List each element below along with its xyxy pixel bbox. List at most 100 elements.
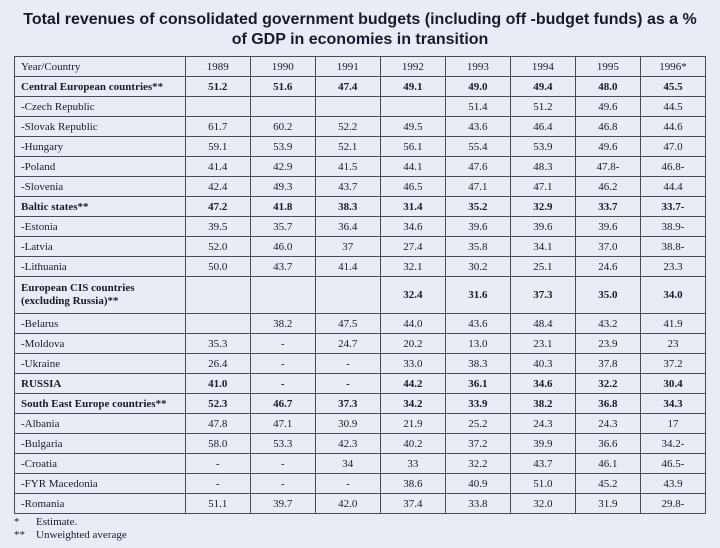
- cell: 53.3: [250, 434, 315, 454]
- cell: 53.9: [250, 137, 315, 157]
- cell: 30.4: [640, 374, 705, 394]
- cell: 47.4: [315, 77, 380, 97]
- cell: 17: [640, 414, 705, 434]
- cell: 45.2: [575, 474, 640, 494]
- footnote-text: Unweighted average: [36, 529, 127, 542]
- cell: 23.9: [575, 334, 640, 354]
- cell: 35.2: [445, 197, 510, 217]
- cell: 25.2: [445, 414, 510, 434]
- footnote-mark: *: [14, 516, 36, 529]
- cell: 49.0: [445, 77, 510, 97]
- cell: 56.1: [380, 137, 445, 157]
- cell: 31.9: [575, 494, 640, 514]
- cell: 35.0: [575, 277, 640, 314]
- cell: 39.6: [510, 217, 575, 237]
- cell: 39.6: [575, 217, 640, 237]
- cell: 43.6: [445, 314, 510, 334]
- cell: 47.0: [640, 137, 705, 157]
- cell: 38.3: [445, 354, 510, 374]
- col-header-year: 1989: [185, 57, 250, 77]
- table-row: -Bulgaria58.053.342.340.237.239.936.634.…: [15, 434, 706, 454]
- table-row: -Poland41.442.941.544.147.648.347.8-46.8…: [15, 157, 706, 177]
- cell: 33.7-: [640, 197, 705, 217]
- cell: 46.4: [510, 117, 575, 137]
- cell: 34: [315, 454, 380, 474]
- cell: 41.4: [185, 157, 250, 177]
- cell: 48.0: [575, 77, 640, 97]
- cell: 26.4: [185, 354, 250, 374]
- cell: -: [250, 354, 315, 374]
- cell: 46.8: [575, 117, 640, 137]
- cell: 60.2: [250, 117, 315, 137]
- cell: [250, 97, 315, 117]
- cell: 48.4: [510, 314, 575, 334]
- cell: 38.2: [250, 314, 315, 334]
- cell: 47.1: [510, 177, 575, 197]
- cell: 44.4: [640, 177, 705, 197]
- row-label: -Czech Republic: [15, 97, 186, 117]
- cell: 49.1: [380, 77, 445, 97]
- cell: 47.1: [445, 177, 510, 197]
- cell: 50.0: [185, 257, 250, 277]
- cell: 33.7: [575, 197, 640, 217]
- cell: 24.3: [510, 414, 575, 434]
- cell: 46.5-: [640, 454, 705, 474]
- cell: 42.9: [250, 157, 315, 177]
- cell: 43.9: [640, 474, 705, 494]
- cell: 37: [315, 237, 380, 257]
- cell: -: [250, 374, 315, 394]
- cell: 43.7: [315, 177, 380, 197]
- cell: 34.3: [640, 394, 705, 414]
- cell: 35.8: [445, 237, 510, 257]
- cell: [185, 314, 250, 334]
- footnote: **Unweighted average: [14, 529, 706, 542]
- cell: 43.7: [250, 257, 315, 277]
- cell: 49.5: [380, 117, 445, 137]
- row-label: -Slovenia: [15, 177, 186, 197]
- col-header-year: 1992: [380, 57, 445, 77]
- cell: 41.4: [315, 257, 380, 277]
- cell: 24.6: [575, 257, 640, 277]
- table-row: -Romania51.139.742.037.433.832.031.929.8…: [15, 494, 706, 514]
- cell: 47.1: [250, 414, 315, 434]
- cell: 37.3: [315, 394, 380, 414]
- cell: 41.9: [640, 314, 705, 334]
- cell: 42.3: [315, 434, 380, 454]
- cell: 33: [380, 454, 445, 474]
- cell: 43.6: [445, 117, 510, 137]
- cell: 27.4: [380, 237, 445, 257]
- row-label: Central European countries**: [15, 77, 186, 97]
- cell: 51.2: [185, 77, 250, 97]
- cell: 20.2: [380, 334, 445, 354]
- table-row: -Estonia39.535.736.434.639.639.639.638.9…: [15, 217, 706, 237]
- cell: 47.8-: [575, 157, 640, 177]
- cell: 38.8-: [640, 237, 705, 257]
- cell: 37.2: [445, 434, 510, 454]
- col-header-year: 1994: [510, 57, 575, 77]
- cell: 44.2: [380, 374, 445, 394]
- cell: 40.2: [380, 434, 445, 454]
- row-label: -FYR Macedonia: [15, 474, 186, 494]
- cell: 36.8: [575, 394, 640, 414]
- cell: 52.1: [315, 137, 380, 157]
- cell: -: [250, 334, 315, 354]
- cell: 47.8: [185, 414, 250, 434]
- col-header-year: 1990: [250, 57, 315, 77]
- table-row: -Slovak Republic61.760.252.249.543.646.4…: [15, 117, 706, 137]
- cell: 25.1: [510, 257, 575, 277]
- cell: 58.0: [185, 434, 250, 454]
- row-label: RUSSIA: [15, 374, 186, 394]
- cell: 32.1: [380, 257, 445, 277]
- col-header-year: 1993: [445, 57, 510, 77]
- cell: 51.6: [250, 77, 315, 97]
- row-label: South East Europe countries**: [15, 394, 186, 414]
- cell: 34.2-: [640, 434, 705, 454]
- cell: 34.1: [510, 237, 575, 257]
- cell: 51.0: [510, 474, 575, 494]
- row-label: -Poland: [15, 157, 186, 177]
- cell: 39.5: [185, 217, 250, 237]
- cell: 32.0: [510, 494, 575, 514]
- row-label: -Estonia: [15, 217, 186, 237]
- table-row: -Czech Republic51.451.249.644.5: [15, 97, 706, 117]
- cell: 33.8: [445, 494, 510, 514]
